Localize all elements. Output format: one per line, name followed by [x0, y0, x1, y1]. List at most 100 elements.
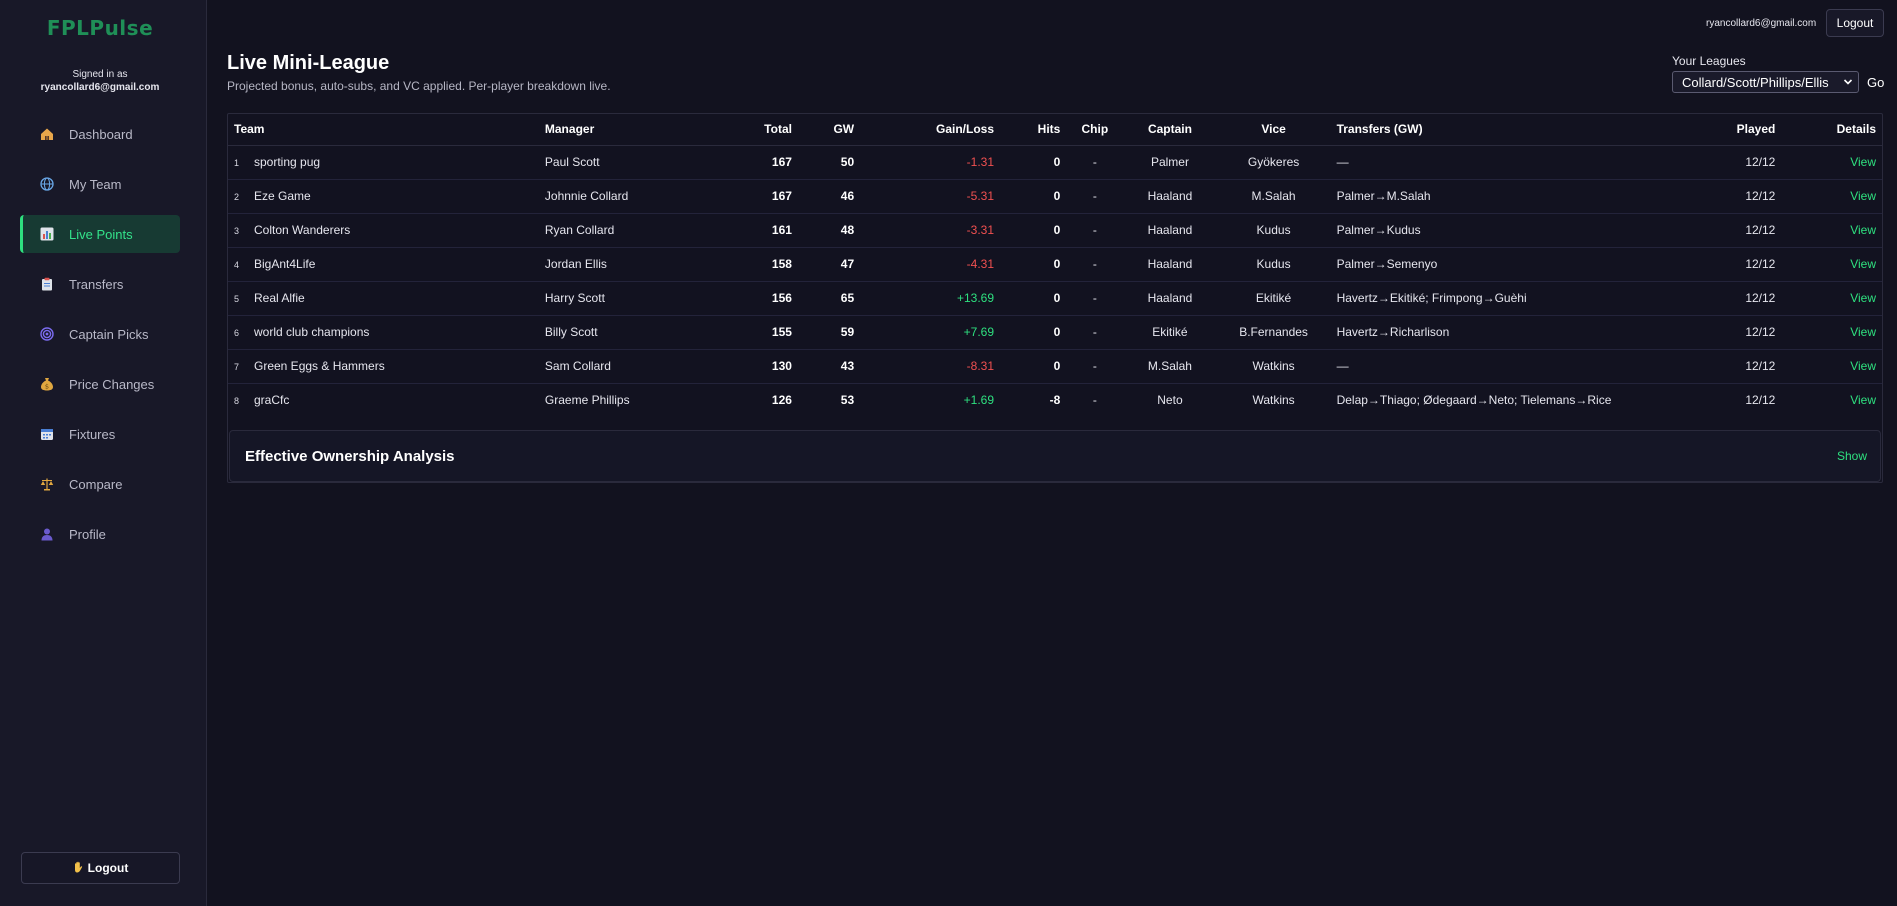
col-played[interactable]: Played [1693, 114, 1782, 146]
captain-cell: M.Salah [1123, 349, 1217, 384]
chip-cell: - [1092, 393, 1097, 408]
user-email: ryancollard6@gmail.com [1706, 18, 1817, 29]
rank: 8 [234, 396, 240, 407]
globe-icon [39, 176, 55, 192]
col-details: Details [1781, 114, 1882, 146]
sidebar-item-profile[interactable]: Profile [20, 515, 180, 553]
team-name: Real Alfie [254, 291, 305, 305]
played-cell: 12/12 [1693, 349, 1782, 384]
captain-cell: Haaland [1123, 213, 1217, 248]
manager-cell: Ryan Collard [538, 213, 726, 248]
sidebar-item-label: Dashboard [69, 126, 133, 142]
total-cell: 130 [725, 349, 798, 384]
sidebar-item-captain-picks[interactable]: Captain Picks [20, 315, 180, 353]
sidebar-item-label: Compare [69, 476, 123, 492]
sidebar-logout-button[interactable]: Logout [21, 852, 180, 884]
hits-cell: 0 [1000, 247, 1067, 282]
clipboard-icon [39, 276, 55, 292]
gw-cell: 46 [797, 179, 861, 214]
signed-in-email: ryancollard6@gmail.com [40, 82, 160, 93]
table-row: 5 Real Alfie Harry Scott 156 65 +13.69 0 … [228, 281, 1882, 316]
col-gw[interactable]: GW [797, 114, 861, 146]
col-hits[interactable]: Hits [1000, 114, 1067, 146]
table-row: 6 world club champions Billy Scott 155 59… [228, 315, 1882, 350]
team-cell: 8 graCfc [228, 383, 539, 417]
vice-cell: M.Salah [1216, 179, 1331, 214]
col-transfers[interactable]: Transfers (GW) [1330, 114, 1694, 146]
col-vice[interactable]: Vice [1216, 114, 1331, 146]
gain-loss-cell: -1.31 [860, 145, 1001, 180]
sidebar-item-label: Live Points [69, 226, 133, 242]
league-select-value: Collard/Scott/Phillips/Ellis [1682, 74, 1829, 90]
scales-icon [39, 476, 55, 492]
table-header-row: Team Manager Total GW Gain/Loss Hits Chi… [228, 114, 1882, 146]
view-details-link[interactable]: View [1850, 189, 1876, 203]
manager-cell: Graeme Phillips [544, 393, 630, 408]
money-bag-icon: $ [39, 376, 55, 392]
sidebar-item-my-team[interactable]: My Team [20, 165, 180, 203]
total-cell: 155 [725, 315, 798, 350]
col-manager[interactable]: Manager [538, 114, 726, 146]
sidebar-item-transfers[interactable]: Transfers [20, 265, 180, 303]
sidebar-item-dashboard[interactable]: Dashboard [20, 115, 180, 153]
page-title: Live Mini-League [227, 52, 390, 74]
view-details-link[interactable]: View [1850, 393, 1876, 408]
sidebar-item-live-points[interactable]: Live Points [20, 215, 180, 253]
gain-loss-cell: -5.31 [860, 179, 1001, 214]
view-details-link[interactable]: View [1850, 291, 1876, 305]
team-cell: 1 sporting pug [228, 145, 539, 180]
page-subtitle: Projected bonus, auto-subs, and VC appli… [227, 79, 611, 93]
view-details-link[interactable]: View [1850, 223, 1876, 237]
vice-cell: Ekitiké [1216, 281, 1331, 316]
transfers-cell: Palmer→Semenyo [1330, 247, 1694, 282]
house-icon [39, 126, 55, 142]
view-details-link[interactable]: View [1850, 155, 1876, 169]
transfers-cell: Havertz→Richarlison [1330, 315, 1694, 350]
sidebar-item-compare[interactable]: Compare [20, 465, 180, 503]
team-cell: 3 Colton Wanderers [228, 213, 539, 248]
eo-show-toggle[interactable]: Show [1836, 449, 1867, 463]
sidebar-item-price-changes[interactable]: $ Price Changes [20, 365, 180, 403]
col-total[interactable]: Total [725, 114, 798, 146]
app-logo[interactable]: FPLPulse [46, 16, 154, 40]
col-team[interactable]: Team [228, 114, 539, 146]
table-row: 3 Colton Wanderers Ryan Collard 161 48 -3… [228, 213, 1882, 248]
team-name: sporting pug [254, 155, 321, 169]
logout-button[interactable]: Logout [1826, 9, 1884, 37]
hits-cell: 0 [1000, 213, 1067, 248]
played-cell: 12/12 [1693, 315, 1782, 350]
rank: 6 [234, 328, 240, 338]
sidebar-nav: Dashboard My Team Live Points Transfers … [20, 115, 180, 565]
team-cell: 7 Green Eggs & Hammers [228, 349, 539, 384]
view-details-link[interactable]: View [1850, 325, 1876, 339]
sidebar-item-label: Transfers [69, 276, 124, 292]
played-cell: 12/12 [1693, 281, 1782, 316]
gw-cell: 53 [840, 393, 855, 408]
vice-cell: Watkins [1252, 393, 1295, 408]
total-cell: 167 [725, 145, 798, 180]
view-details-link[interactable]: View [1850, 257, 1876, 271]
played-cell: 12/12 [1693, 247, 1782, 282]
calendar-icon [39, 426, 55, 442]
gain-loss-cell: -4.31 [860, 247, 1001, 282]
sidebar-item-fixtures[interactable]: Fixtures [20, 415, 180, 453]
played-cell: 12/12 [1693, 145, 1782, 180]
captain-cell: Haaland [1123, 281, 1217, 316]
col-chip[interactable]: Chip [1066, 114, 1124, 146]
manager-cell: Jordan Ellis [538, 247, 726, 282]
league-select[interactable]: Collard/Scott/Phillips/Ellis [1672, 71, 1859, 93]
user-icon [39, 526, 55, 542]
manager-cell: Billy Scott [538, 315, 726, 350]
col-captain[interactable]: Captain [1123, 114, 1217, 146]
rank: 1 [234, 158, 240, 168]
team-name: Colton Wanderers [254, 223, 351, 237]
go-button[interactable]: Go [1867, 75, 1885, 90]
played-cell: 12/12 [1745, 393, 1776, 408]
view-details-link[interactable]: View [1850, 359, 1876, 373]
chip-cell: - [1066, 179, 1124, 214]
col-gain-loss[interactable]: Gain/Loss [860, 114, 1001, 146]
sidebar-item-label: Profile [69, 526, 106, 542]
signed-in-info: Signed in as ryancollard6@gmail.com [0, 68, 200, 94]
table-row: 4 BigAnt4Life Jordan Ellis 158 47 -4.31 0… [228, 247, 1882, 282]
transfers-cell: — [1330, 349, 1694, 384]
